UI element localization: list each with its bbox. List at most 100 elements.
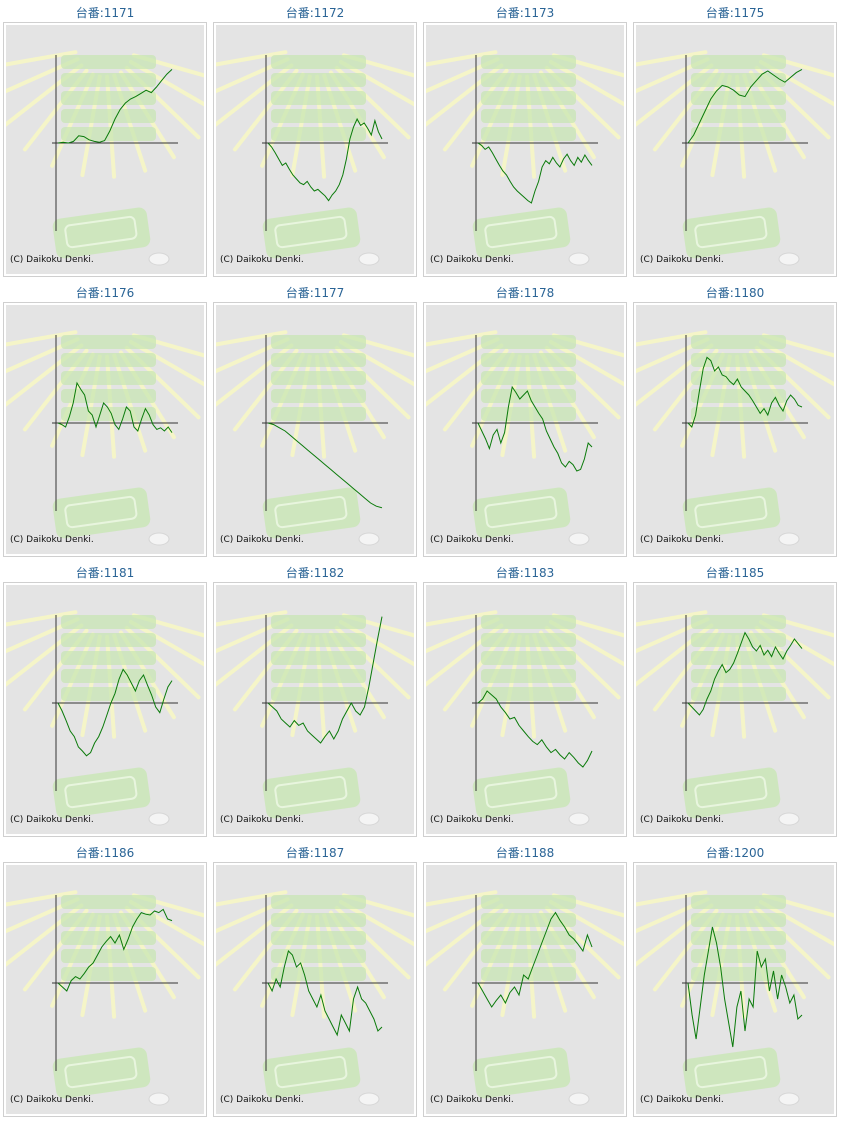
- copyright-text: (C) Daikoku Denki.: [430, 815, 514, 825]
- decor-tray-inner: [694, 1055, 768, 1089]
- decor-ray: [338, 900, 414, 947]
- decor-box: [271, 371, 366, 385]
- decor-box: [691, 109, 786, 123]
- chart-svg: (C) Daikoku Denki.: [6, 25, 204, 274]
- decor-tray-inner: [274, 215, 348, 249]
- decor-box: [271, 335, 366, 349]
- decor-box: [271, 91, 366, 105]
- chart-panel: 台番:1173 (C) Daikoku Denki.: [420, 0, 630, 280]
- chart-panel: 台番:1171 (C) Daikoku Denki.: [0, 0, 210, 280]
- decor-tray-inner: [484, 495, 558, 529]
- decor-box: [691, 73, 786, 87]
- chart-frame: (C) Daikoku Denki.: [3, 22, 207, 277]
- decor-box: [481, 687, 576, 701]
- chart-frame: (C) Daikoku Denki.: [633, 862, 837, 1117]
- decor-box: [481, 371, 576, 385]
- decor-ray: [758, 620, 834, 667]
- decor-box: [61, 55, 156, 69]
- decor-box: [691, 389, 786, 403]
- decor-box: [61, 353, 156, 367]
- decor-coin: [568, 252, 590, 266]
- decor-ray: [6, 610, 78, 627]
- decor-ray: [128, 900, 204, 947]
- chart-panel: 台番:1178 (C) Daikoku Denki.: [420, 280, 630, 560]
- chart-frame: (C) Daikoku Denki.: [633, 302, 837, 557]
- decor-box: [691, 371, 786, 385]
- decor-box: [481, 931, 576, 945]
- chart-panel: 台番:1176 (C) Daikoku Denki.: [0, 280, 210, 560]
- decor-tray-inner: [64, 215, 138, 249]
- decor-box: [271, 407, 366, 421]
- decor-coin: [778, 532, 800, 546]
- decor-ray: [426, 890, 498, 907]
- decor-box: [271, 669, 366, 683]
- copyright-text: (C) Daikoku Denki.: [220, 535, 304, 545]
- decor-box: [691, 967, 786, 981]
- decor-tray-inner: [484, 215, 558, 249]
- decor-box: [691, 687, 786, 701]
- copyright-text: (C) Daikoku Denki.: [10, 255, 94, 265]
- chart-frame: (C) Daikoku Denki.: [423, 302, 627, 557]
- chart-panel: 台番:1182 (C) Daikoku Denki.: [210, 560, 420, 840]
- copyright-text: (C) Daikoku Denki.: [640, 535, 724, 545]
- decor-ray: [426, 330, 498, 347]
- decor-ray: [216, 890, 288, 907]
- chart-frame: (C) Daikoku Denki.: [633, 582, 837, 837]
- chart-title: 台番:1200: [705, 846, 765, 860]
- decor-coin: [358, 812, 380, 826]
- decor-box: [691, 669, 786, 683]
- chart-title: 台番:1172: [285, 6, 345, 20]
- decor-ray: [338, 60, 414, 107]
- chart-frame: (C) Daikoku Denki.: [213, 582, 417, 837]
- decor-box: [481, 651, 576, 665]
- chart-svg: (C) Daikoku Denki.: [216, 25, 414, 274]
- chart-svg: (C) Daikoku Denki.: [6, 305, 204, 554]
- chart-panel: 台番:1186 (C) Daikoku Denki.: [0, 840, 210, 1120]
- chart-svg: (C) Daikoku Denki.: [6, 865, 204, 1114]
- decor-box: [691, 895, 786, 909]
- decor-coin: [148, 812, 170, 826]
- decor-box: [481, 109, 576, 123]
- series-line: [57, 69, 173, 144]
- series-line: [687, 68, 803, 144]
- chart-svg: (C) Daikoku Denki.: [216, 585, 414, 834]
- chart-frame: (C) Daikoku Denki.: [213, 22, 417, 277]
- series-line: [267, 422, 383, 509]
- decor-box: [481, 913, 576, 927]
- decor-box: [61, 967, 156, 981]
- decor-box: [271, 687, 366, 701]
- chart-svg: (C) Daikoku Denki.: [426, 25, 624, 274]
- decor-tray-inner: [694, 215, 768, 249]
- decor-box: [481, 895, 576, 909]
- series-line: [477, 142, 593, 204]
- decor-ray: [128, 620, 204, 667]
- decor-box: [691, 651, 786, 665]
- copyright-text: (C) Daikoku Denki.: [640, 815, 724, 825]
- decor-box: [481, 407, 576, 421]
- copyright-text: (C) Daikoku Denki.: [640, 1095, 724, 1105]
- decor-box: [691, 335, 786, 349]
- decor-ray: [636, 890, 708, 907]
- decor-box: [271, 127, 366, 141]
- decor-ray: [216, 610, 288, 627]
- decor-box: [271, 895, 366, 909]
- chart-panel: 台番:1185 (C) Daikoku Denki.: [630, 560, 840, 840]
- decor-box: [61, 91, 156, 105]
- chart-title: 台番:1180: [705, 286, 765, 300]
- decor-ray: [548, 900, 624, 947]
- decor-tray-inner: [64, 1055, 138, 1089]
- chart-frame: (C) Daikoku Denki.: [423, 862, 627, 1117]
- decor-box: [61, 73, 156, 87]
- decor-ray: [128, 340, 204, 387]
- decor-ray: [426, 610, 498, 627]
- chart-frame: (C) Daikoku Denki.: [633, 22, 837, 277]
- chart-panel: 台番:1187 (C) Daikoku Denki.: [210, 840, 420, 1120]
- copyright-text: (C) Daikoku Denki.: [10, 815, 94, 825]
- decor-box: [481, 633, 576, 647]
- decor-tray-inner: [64, 775, 138, 809]
- chart-title: 台番:1181: [75, 566, 135, 580]
- series-line: [57, 908, 173, 992]
- decor-box: [61, 949, 156, 963]
- decor-box: [691, 949, 786, 963]
- decor-tray-inner: [694, 775, 768, 809]
